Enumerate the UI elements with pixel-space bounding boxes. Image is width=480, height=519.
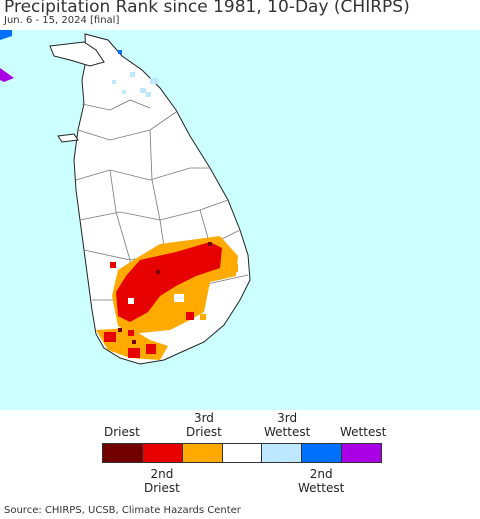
map-subtitle: Jun. 6 - 15, 2024 [final]	[4, 15, 120, 26]
legend-swatch-driest	[103, 444, 143, 462]
legend-swatch-3rd-driest	[182, 444, 223, 462]
legend-color-bar	[102, 443, 382, 463]
second-driest-cells	[104, 242, 222, 358]
map-title: Precipitation Rank since 1981, 10-Day (C…	[4, 0, 410, 17]
india-coast-purple	[0, 68, 14, 82]
legend-label-third-wettest: 3rd Wettest	[264, 411, 311, 439]
legend-label-driest: Driest	[104, 425, 140, 439]
legend-swatch-2nd-wettest	[302, 444, 343, 462]
precipitation-map	[0, 30, 480, 410]
ocean	[0, 30, 480, 410]
legend-label-second-driest: 2nd Driest	[144, 467, 180, 495]
jaffna-peninsula	[49, 41, 105, 67]
third-wettest-cells	[112, 72, 158, 97]
legend-swatch-3rd-wettest	[262, 444, 303, 462]
legend-swatch-2nd-driest	[142, 444, 183, 462]
normal-cells	[128, 294, 184, 304]
source-credit: Source: CHIRPS, UCSB, Climate Hazards Ce…	[4, 505, 241, 516]
legend-label-wettest: Wettest	[340, 425, 387, 439]
legend-swatch-normal	[222, 444, 263, 462]
wettest-cell-north	[118, 50, 122, 54]
legend-label-third-driest: 3rd Driest	[186, 411, 222, 439]
legend-swatch-wettest	[342, 444, 382, 462]
legend-label-second-wettest: 2nd Wettest	[298, 467, 345, 495]
mannar-island	[57, 133, 79, 143]
india-coast-wettest	[0, 30, 12, 40]
driest-cells	[118, 242, 212, 344]
